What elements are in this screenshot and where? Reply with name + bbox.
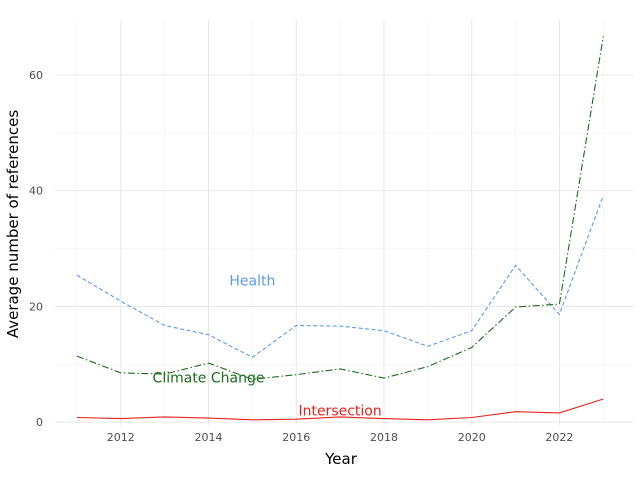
x-tick-label: 2020 bbox=[458, 431, 486, 444]
x-axis-ticks: 2012 2014 2016 2018 2020 2022 bbox=[107, 431, 574, 444]
series-line-climate-change bbox=[76, 36, 604, 380]
x-tick-label: 2022 bbox=[545, 431, 573, 444]
series-line-health bbox=[76, 195, 604, 358]
y-tick-label: 40 bbox=[29, 185, 43, 198]
y-tick-label: 20 bbox=[29, 300, 43, 313]
x-tick-label: 2016 bbox=[282, 431, 310, 444]
x-axis-title: Year bbox=[324, 450, 358, 468]
series-line-intersection bbox=[76, 398, 604, 421]
y-axis-title: Average number of references bbox=[4, 110, 22, 339]
x-tick-label: 2012 bbox=[107, 431, 135, 444]
x-tick-label: 2018 bbox=[370, 431, 398, 444]
series-label-health: Health bbox=[229, 273, 275, 289]
series-label-intersection: Intersection bbox=[298, 404, 381, 420]
series-lines bbox=[76, 36, 604, 421]
series-labels: Health Climate Change Intersection bbox=[153, 273, 382, 419]
y-tick-label: 60 bbox=[29, 69, 43, 82]
y-axis-ticks: 0 20 40 60 bbox=[29, 69, 43, 429]
y-tick-label: 0 bbox=[36, 416, 43, 429]
x-tick-label: 2014 bbox=[195, 431, 223, 444]
minor-gridlines bbox=[55, 20, 634, 425]
major-gridlines bbox=[55, 20, 634, 425]
series-label-climate-change: Climate Change bbox=[153, 371, 265, 387]
